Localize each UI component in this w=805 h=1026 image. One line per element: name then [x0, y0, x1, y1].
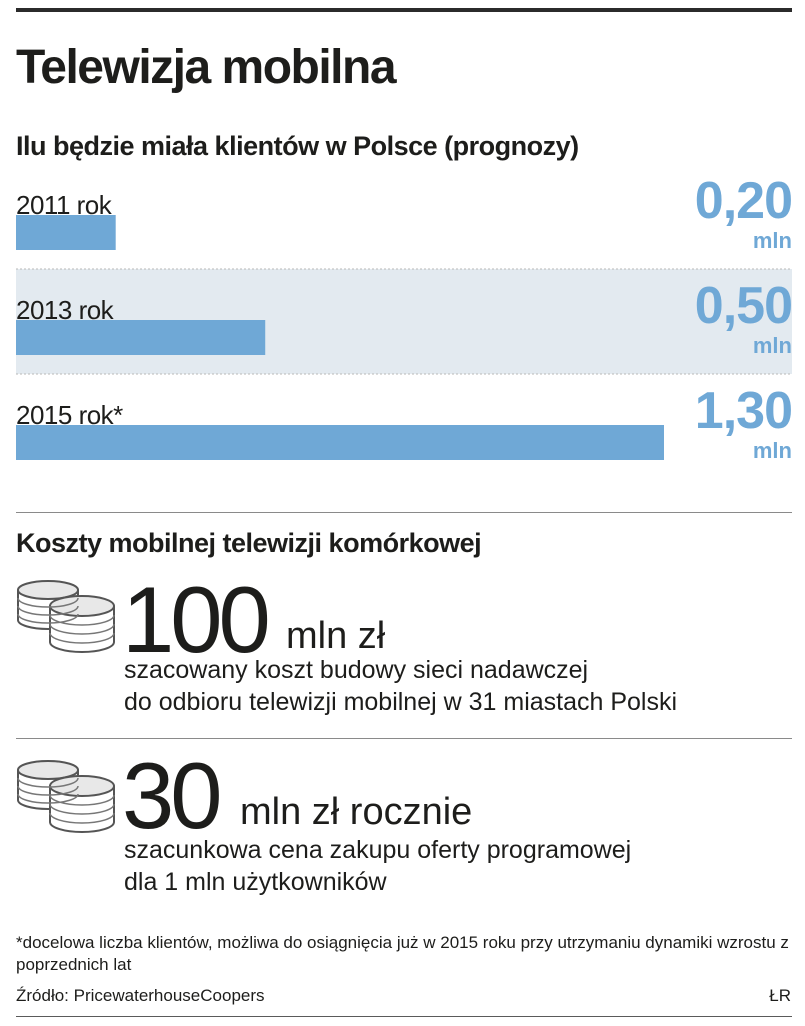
- bar: [16, 215, 116, 250]
- cost-item-content: 30 mln zł rocznie szacunkowa cena zakupu…: [0, 743, 805, 910]
- unit-label: mln: [753, 228, 792, 253]
- cost-divider: [16, 738, 792, 739]
- cost-unit: mln zł rocznie: [240, 791, 473, 833]
- cost-unit: mln zł: [286, 615, 386, 657]
- value-label: 0,20: [695, 172, 792, 230]
- page-title: Telewizja mobilna: [16, 41, 397, 94]
- top-rule: [16, 8, 792, 12]
- chart-title: Ilu będzie miała klientów w Polsce (prog…: [16, 131, 579, 161]
- author-initials: ŁR: [769, 986, 791, 1005]
- cost-value: 100: [122, 567, 271, 672]
- value-label: 1,30: [695, 382, 792, 440]
- cost-item-build: 100 mln zł szacowany koszt budowy sieci …: [0, 570, 805, 730]
- bar: [16, 320, 266, 355]
- bar: [16, 425, 664, 460]
- section-divider: [16, 512, 792, 513]
- value-label: 0,50: [695, 277, 792, 335]
- cost-value: 30: [122, 743, 223, 848]
- cost-description: szacunkowa cena zakupu oferty programowe…: [124, 836, 632, 896]
- cost-description: szacowany koszt budowy sieci nadawczej d…: [124, 656, 678, 716]
- costs-heading: Koszty mobilnej telewizji komórkowej: [16, 528, 482, 558]
- coins-icon: [17, 580, 115, 653]
- source-credit: Źródło: PricewaterhouseCoopers: [16, 986, 265, 1005]
- unit-label: mln: [753, 333, 792, 358]
- footnote: *docelowa liczba klientów, możliwa do os…: [16, 933, 789, 974]
- coins-icon: [17, 760, 115, 833]
- unit-label: mln: [753, 438, 792, 463]
- bottom-rule: [16, 1016, 792, 1017]
